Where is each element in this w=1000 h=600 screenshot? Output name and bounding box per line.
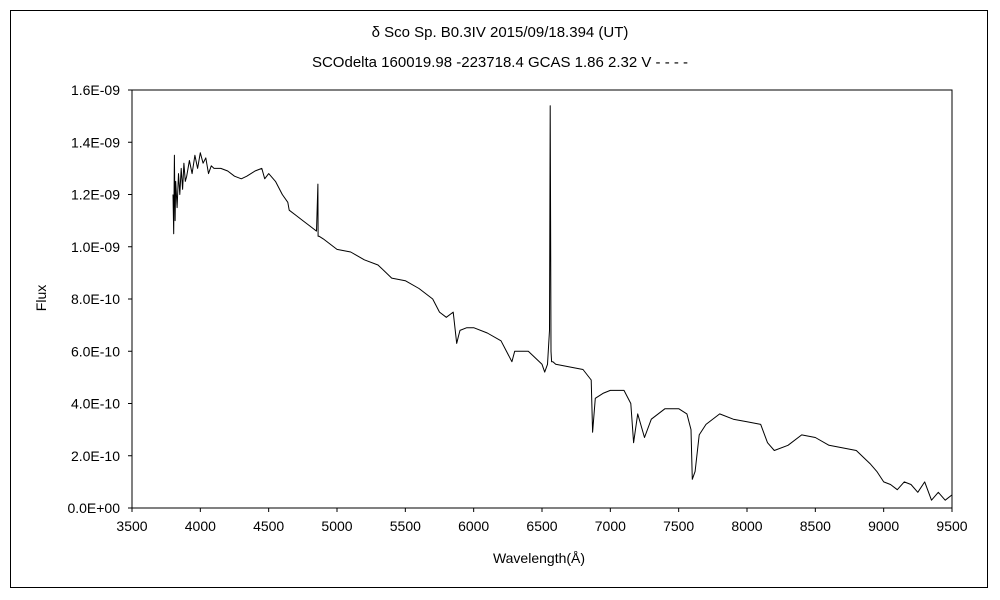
chart-title: δ Sco Sp. B0.3IV 2015/09/18.394 (UT): [371, 24, 629, 41]
x-tick-label: 6000: [458, 518, 489, 534]
x-tick-label: 8500: [800, 518, 831, 534]
x-tick-label: 9000: [868, 518, 899, 534]
x-tick-label: 7500: [663, 518, 694, 534]
x-tick-label: 7000: [595, 518, 626, 534]
x-tick-label: 9500: [936, 518, 967, 534]
x-tick-label: 4000: [185, 518, 216, 534]
chart-frame: [10, 10, 988, 588]
chart-subtitle: SCOdelta 160019.98 -223718.4 GCAS 1.86 2…: [311, 54, 689, 71]
spectrum-line: [172, 105, 953, 501]
tick-labels: 3500 4000 4500 5000 5500 6000 6500 7000 7500 8000…: [67, 82, 967, 534]
y-tick-label: 4.0E-10: [71, 396, 120, 412]
y-tick-label: 8.0E-10: [71, 291, 120, 307]
x-tick-label: 3500: [116, 518, 147, 534]
series-layer: [172, 105, 953, 501]
y-tick-label: 1.6E-09: [71, 82, 120, 98]
y-tick-label: 2.0E-10: [71, 448, 120, 464]
y-tick-label: 6.0E-10: [71, 343, 120, 359]
y-tick-label: 1.2E-09: [71, 187, 120, 203]
x-tick-label: 5000: [321, 518, 352, 534]
plot-axes: [128, 89, 953, 512]
y-tick-label: 1.0E-09: [71, 239, 120, 255]
x-tick-label: 5500: [390, 518, 421, 534]
x-axis-label: Wavelength(Å): [493, 550, 585, 566]
x-tick-label: 4500: [253, 518, 284, 534]
y-axis-label: Flux: [33, 285, 49, 311]
x-tick-label: 6500: [526, 518, 557, 534]
x-tick-label: 8000: [731, 518, 762, 534]
y-tick-label: 1.4E-09: [71, 134, 120, 150]
y-tick-label: 0.0E+00: [67, 500, 120, 516]
